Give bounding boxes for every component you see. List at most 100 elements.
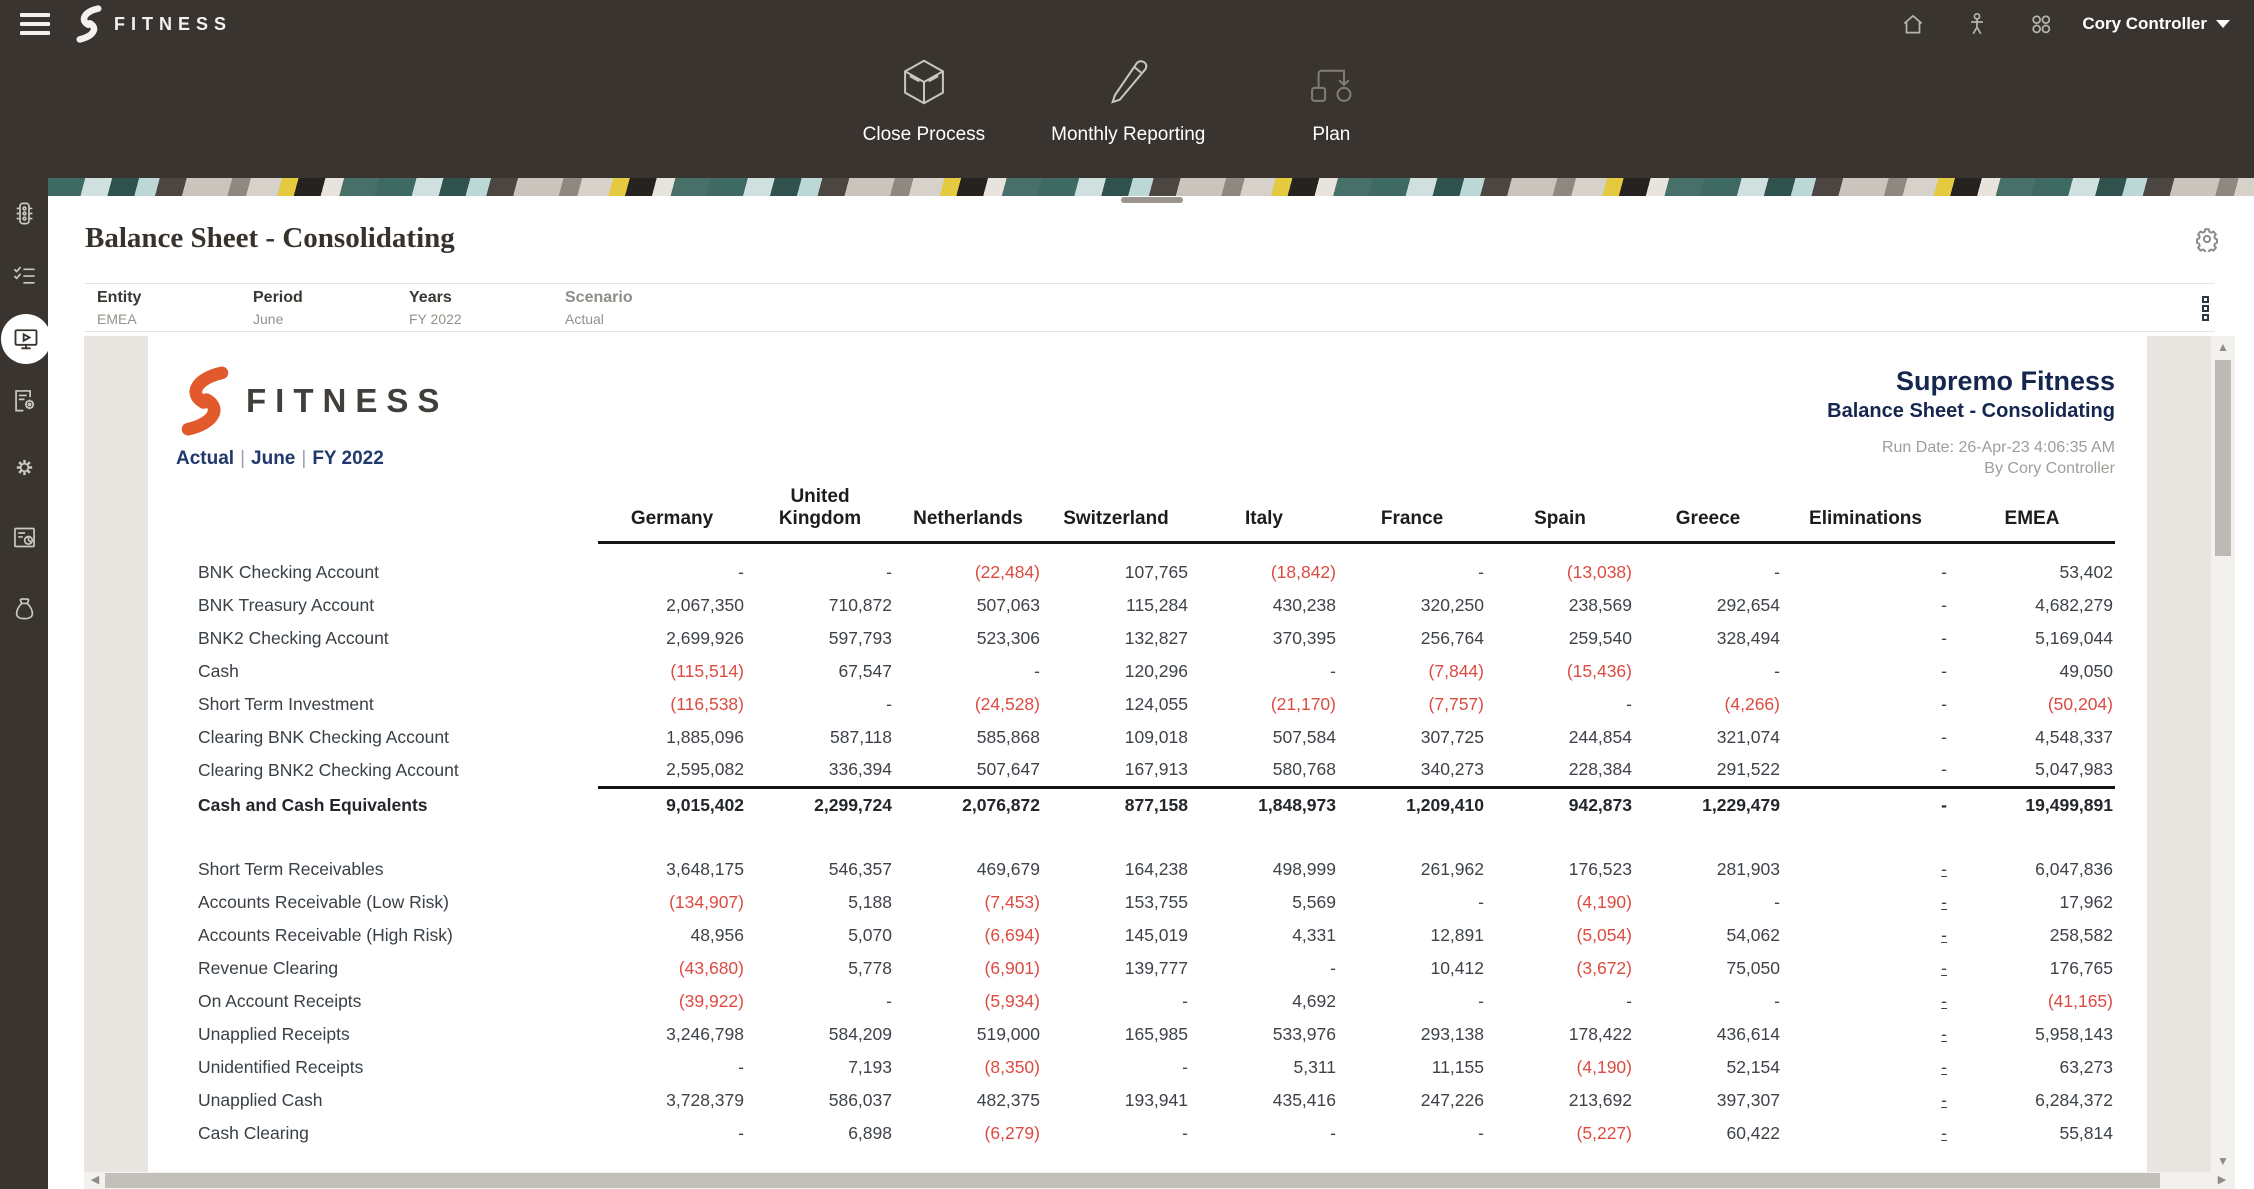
scroll-up-arrow[interactable]: ▲ — [2217, 340, 2229, 354]
report-title: Balance Sheet - Consolidating — [1827, 400, 2115, 422]
cell: 3,246,798 — [666, 1024, 744, 1045]
sidebar-item-dashboards[interactable] — [0, 513, 48, 561]
nav-card-monthly-reporting[interactable]: Monthly Reporting — [1051, 56, 1205, 146]
fitness-swoosh-icon — [76, 5, 102, 43]
cell: - — [1182, 1123, 1188, 1144]
cell: 259,540 — [1568, 628, 1632, 649]
chevron-down-icon — [2216, 20, 2230, 28]
cell[interactable]: - — [1941, 1057, 1947, 1078]
pov-period[interactable]: Period June — [241, 289, 397, 327]
column-header: EMEA — [1949, 486, 2115, 544]
cell: 2,699,926 — [666, 628, 744, 649]
cell: (3,672) — [1576, 958, 1632, 979]
hamburger-menu-icon[interactable] — [20, 13, 50, 35]
user-name: Cory Controller — [2082, 14, 2207, 33]
pov-bar: Entity EMEA Period June Years FY 2022 Sc… — [85, 283, 2215, 332]
cell[interactable]: - — [1941, 859, 1947, 880]
cell: (4,190) — [1576, 892, 1632, 913]
cell: 5,958,143 — [2035, 1024, 2113, 1045]
home-icon[interactable] — [1900, 11, 1926, 37]
nav-card-plan[interactable]: Plan — [1271, 56, 1391, 146]
vertical-scrollbar[interactable]: ▲ ▼ — [2211, 336, 2235, 1172]
cell: 48,956 — [690, 925, 744, 946]
cell: 397,307 — [1716, 1090, 1780, 1111]
cell: - — [1478, 991, 1484, 1012]
cell: 256,764 — [1420, 628, 1484, 649]
sidebar-item-reports[interactable] — [0, 314, 51, 364]
cell: 164,238 — [1124, 859, 1188, 880]
row-label: Revenue Clearing — [198, 958, 339, 979]
scroll-down-arrow[interactable]: ▼ — [2217, 1154, 2229, 1168]
row-label: Accounts Receivable (Low Risk) — [198, 892, 449, 913]
cell[interactable]: - — [1941, 1090, 1947, 1111]
cell: 436,614 — [1716, 1024, 1780, 1045]
cell: - — [1941, 595, 1947, 616]
cell: 107,765 — [1124, 562, 1188, 583]
horizontal-scrollbar[interactable]: ◀ ▶ — [84, 1172, 2235, 1189]
vertical-scroll-thumb[interactable] — [2215, 360, 2231, 556]
pov-scenario[interactable]: Scenario Actual — [553, 289, 709, 327]
cell: 321,074 — [1716, 727, 1780, 748]
report-run-by: By Cory Controller — [1984, 460, 2115, 477]
pov-entity[interactable]: Entity EMEA — [85, 289, 241, 327]
cell[interactable]: - — [1941, 991, 1947, 1012]
cell: 9,015,402 — [666, 795, 744, 816]
cell: 165,985 — [1124, 1024, 1188, 1045]
cell: - — [1941, 628, 1947, 649]
cell: 75,050 — [1726, 958, 1780, 979]
cell: (134,907) — [669, 892, 744, 913]
sidebar-item-approvals[interactable] — [0, 189, 48, 237]
cell: 5,778 — [848, 958, 892, 979]
user-menu[interactable]: Cory Controller — [2082, 14, 2230, 34]
waffle-grid-icon[interactable] — [2028, 11, 2054, 37]
cell[interactable]: - — [1941, 958, 1947, 979]
navigation-flows: Close Process Monthly Reporting Plan — [0, 56, 2254, 146]
cell: - — [886, 562, 892, 583]
cell: 115,284 — [1126, 595, 1188, 616]
row-label: Unidentified Receipts — [198, 1057, 364, 1078]
cell: (4,190) — [1576, 1057, 1632, 1078]
cell: 430,238 — [1272, 595, 1336, 616]
cell: (18,842) — [1270, 562, 1336, 583]
nav-card-close-process[interactable]: Close Process — [863, 56, 985, 146]
cell: 469,679 — [976, 859, 1040, 880]
banner-drag-handle[interactable] — [1121, 197, 1183, 203]
cell: (50,204) — [2047, 694, 2113, 715]
column-header: Netherlands — [894, 486, 1042, 544]
cell: 5,569 — [1292, 892, 1336, 913]
sidebar-item-settings[interactable] — [0, 443, 48, 491]
cell: 17,962 — [2059, 892, 2113, 913]
cell: - — [1941, 562, 1947, 583]
person-icon[interactable] — [1964, 11, 1990, 37]
cell: 580,768 — [1190, 754, 1338, 789]
cell[interactable]: - — [1941, 892, 1947, 913]
app-logo[interactable]: FITNESS — [72, 4, 232, 44]
decorative-banner-strip — [48, 178, 2254, 196]
cell: 11,155 — [1431, 1057, 1484, 1078]
cell: 507,647 — [894, 754, 1042, 789]
cell: (5,227) — [1576, 1123, 1632, 1144]
cell[interactable]: - — [1941, 1024, 1947, 1045]
cell: - — [1182, 1057, 1188, 1078]
cell: 6,047,836 — [2035, 859, 2113, 880]
pov-years[interactable]: Years FY 2022 — [397, 289, 553, 327]
cell: 1,209,410 — [1406, 795, 1484, 816]
cell: 49,050 — [2059, 661, 2113, 682]
scroll-left-arrow[interactable]: ◀ — [90, 1174, 100, 1186]
pov-kebab-menu-icon[interactable] — [2202, 296, 2209, 321]
cell[interactable]: - — [1941, 925, 1947, 946]
pov-value: Actual — [565, 310, 604, 327]
cell: - — [738, 562, 744, 583]
horizontal-scroll-thumb[interactable] — [105, 1173, 2160, 1188]
cell: (6,694) — [984, 925, 1040, 946]
sidebar-item-forms[interactable] — [0, 376, 48, 424]
form-settings-icon — [14, 389, 34, 411]
report-settings-gear-icon[interactable] — [2194, 226, 2220, 257]
cell: 2,595,082 — [598, 754, 746, 789]
cell: 67,547 — [838, 661, 892, 682]
table-row: Revenue Clearing (43,680) 5,778 (6,901) 139,… — [198, 952, 2115, 985]
cell[interactable]: - — [1941, 1123, 1947, 1144]
scroll-right-arrow[interactable]: ▶ — [2217, 1174, 2227, 1186]
sidebar-item-tasks[interactable] — [0, 251, 48, 299]
sidebar-item-currency[interactable] — [0, 584, 48, 632]
